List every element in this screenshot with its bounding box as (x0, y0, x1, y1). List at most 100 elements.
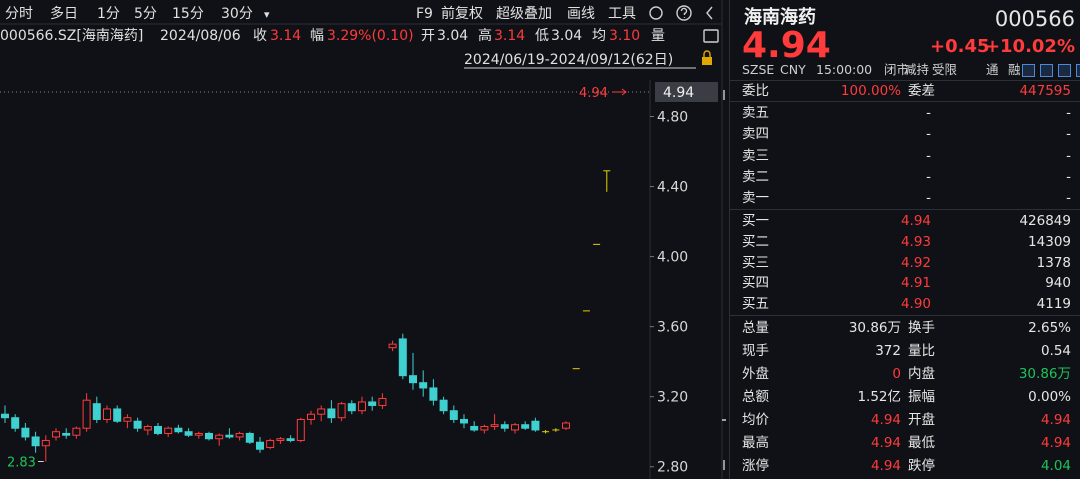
separator (730, 80, 1080, 81)
candle-body (307, 413, 315, 420)
label: 收 (253, 28, 267, 44)
y-tick-label: 4.80 (657, 110, 688, 126)
candle-body (31, 436, 40, 447)
cell: 外盘 (742, 366, 769, 382)
cell: 426849 (1019, 213, 1071, 229)
tab[interactable]: 多日 (50, 6, 78, 22)
meta-icon (1076, 64, 1080, 77)
cell: 940 (1045, 275, 1071, 292)
candle-body (143, 425, 152, 431)
candle-body (419, 382, 428, 389)
lock-icon[interactable] (702, 57, 712, 65)
candle-body (449, 410, 458, 420)
cell: - (926, 105, 931, 121)
cell: - (1066, 147, 1071, 164)
meta-icon (1022, 64, 1035, 77)
y-tick-label: 3.60 (657, 320, 688, 336)
tool[interactable]: 工具 (608, 6, 636, 22)
candle-body (327, 408, 336, 419)
meta-item: 通 (986, 62, 999, 77)
meta-item: 受限 (932, 62, 958, 77)
candle-body (276, 438, 285, 441)
cell: 卖四 (742, 126, 769, 143)
quote-panel: 海南海药 000566 4.94 +0.45 +10.02% SZSE CNY 15… (729, 0, 1080, 479)
cell: 1378 (1036, 254, 1071, 271)
cell: 买二 (742, 233, 769, 250)
cell: 4.04 (1040, 458, 1071, 474)
cell: 量比 (908, 343, 935, 359)
candle-body (337, 403, 346, 419)
candle-body (256, 441, 264, 450)
tool[interactable]: 画线 (567, 6, 595, 22)
candle-body (490, 424, 499, 427)
date-range[interactable]: 2024/06/19-2024/09/12(62日) (464, 52, 674, 68)
cell: 1.52亿 (857, 389, 901, 405)
candle-body (562, 422, 570, 429)
cell: - (1066, 105, 1071, 121)
tab[interactable]: 分时 (5, 6, 33, 22)
cell: 涨停 (742, 458, 769, 474)
cell: 振幅 (908, 389, 935, 405)
row: 委比 100.00% 委差 447595 (730, 81, 1080, 101)
candle-body (164, 427, 173, 434)
row: 买二 4.93 14309 (730, 232, 1080, 252)
candle-body (521, 424, 530, 429)
tab[interactable]: 15分 (172, 6, 204, 22)
meta-item: 减持 (904, 62, 930, 77)
row: 买五 4.90 4119 (730, 294, 1080, 314)
last-price-box-label: 4.94 (663, 85, 694, 101)
tool[interactable]: 超级叠加 (496, 6, 552, 22)
candle-body (296, 418, 305, 441)
help-icon[interactable] (676, 5, 692, 21)
value: 3.14 (270, 28, 302, 44)
candle-body (92, 403, 101, 420)
cell: 4.94 (1040, 412, 1071, 428)
value: 3.14 (494, 28, 526, 44)
candle-body (154, 425, 162, 434)
price-change: +0.45 (930, 36, 990, 57)
candle-body (21, 427, 30, 438)
tab[interactable]: 1分 (97, 6, 120, 22)
dropdown[interactable]: ▾ (264, 8, 270, 21)
candle-body (194, 432, 203, 436)
candle-body (113, 408, 122, 422)
wp-icon[interactable] (703, 29, 719, 43)
cell: 4.94 (900, 213, 931, 229)
separator (730, 209, 1080, 210)
row: 卖三 - - (730, 146, 1080, 166)
tool[interactable]: F9 (416, 6, 433, 22)
y-tick-label: 3.20 (657, 390, 688, 406)
cell: 换手 (908, 320, 935, 336)
separator (730, 101, 1080, 102)
row: 总量 30.86万 换手 2.65% (730, 318, 1080, 338)
collapse-icon[interactable] (706, 6, 713, 20)
value: 3.29%(0.10) (327, 28, 414, 44)
candle-body (205, 432, 213, 440)
value: 3.04 (437, 28, 469, 44)
tool[interactable]: 前复权 (441, 6, 483, 22)
meta-item: 15:00:00 (816, 62, 873, 77)
cell: - (926, 190, 931, 207)
cell: 30.86万 (848, 320, 901, 336)
last-price-box (655, 82, 718, 103)
meta-item: 闭市 (884, 62, 910, 77)
row: 卖二 - - (730, 167, 1080, 187)
cell: 30.86万 (1018, 366, 1071, 382)
date: 2024/08/06 (160, 28, 241, 44)
settings-icon[interactable] (649, 6, 663, 20)
cell: 开盘 (908, 412, 935, 428)
cell: 4.91 (900, 275, 931, 292)
cell: 4119 (1036, 296, 1071, 313)
row: 卖一 - - (730, 188, 1080, 208)
tab[interactable]: 5分 (134, 6, 157, 22)
tab[interactable]: 30分 (221, 6, 253, 22)
cell: 4.94 (870, 458, 901, 474)
candle-body (1, 413, 9, 419)
candle-body (72, 427, 81, 436)
last-price-arrow (612, 88, 627, 96)
cell: 内盘 (908, 366, 935, 382)
candle-body (62, 432, 71, 436)
candle-body (286, 438, 295, 441)
separator (730, 315, 1080, 316)
